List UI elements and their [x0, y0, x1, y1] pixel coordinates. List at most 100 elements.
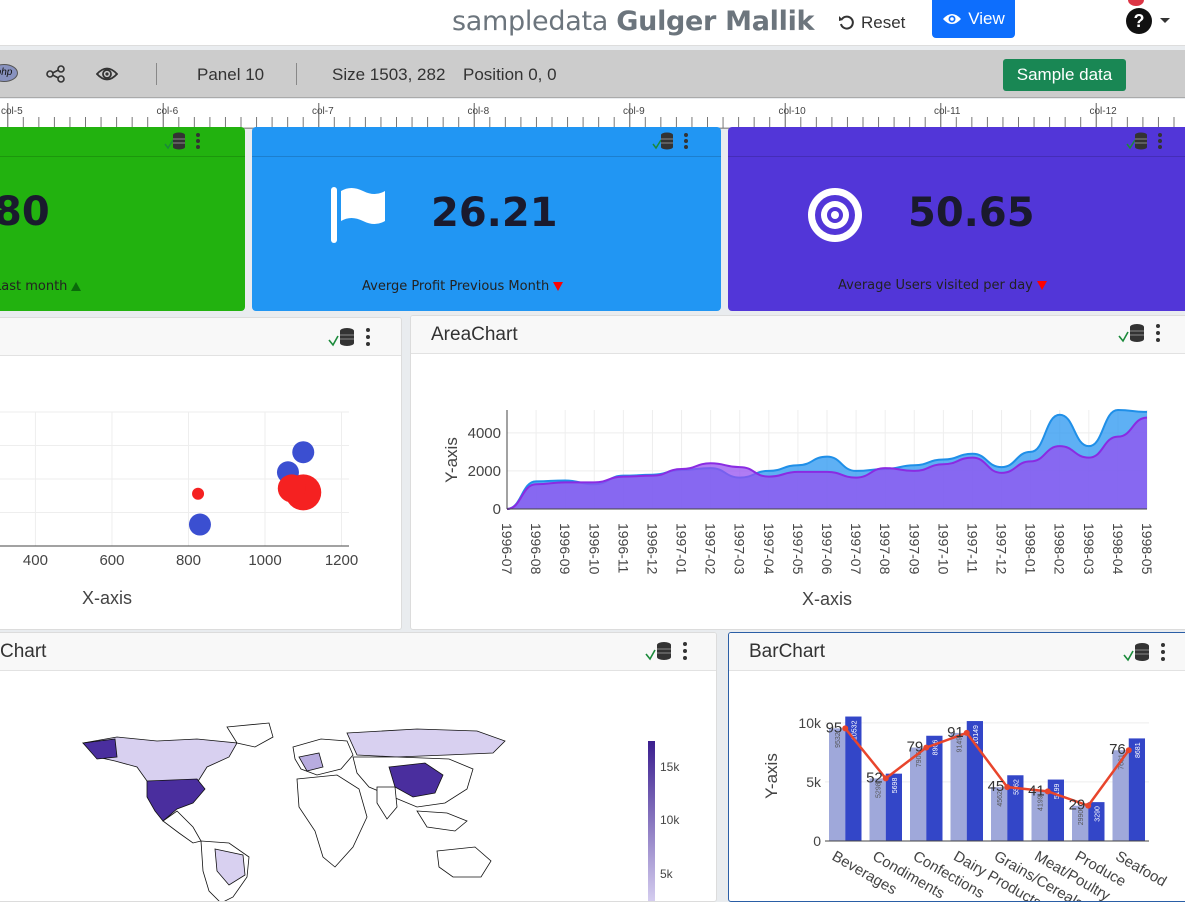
x-tick-label: 1997-02: [703, 523, 719, 575]
more-icon[interactable]: [1156, 324, 1160, 342]
database-icon[interactable]: [1126, 132, 1148, 150]
x-tick-label: 1996-10: [586, 523, 602, 575]
bar: [1128, 738, 1145, 841]
x-tick-label: 1996-12: [644, 523, 660, 575]
bar: [991, 787, 1008, 841]
bar-data-label: 4562: [997, 791, 1004, 807]
x-axis-title: X-axis: [82, 588, 132, 608]
x-tick-label: 1997-09: [906, 523, 922, 575]
kpi-value: 50.65: [908, 190, 1035, 236]
bar: [1088, 802, 1105, 841]
kpi-label-text: Averge Profit Previous Month: [362, 279, 550, 294]
bar: [885, 773, 902, 841]
x-tick-label: 1996-08: [528, 523, 544, 575]
map-region-western-europe: [298, 752, 324, 772]
map-region-se-asia: [416, 810, 468, 832]
reset-label: Reset: [861, 13, 906, 32]
kpi-value: 26.21: [431, 190, 558, 236]
x-tick-label: 1997-07: [848, 523, 864, 575]
line-point: [1125, 747, 1132, 754]
line-point: [963, 729, 970, 736]
sample-data-button[interactable]: Sample data: [1003, 59, 1126, 91]
map-chart-panel: Chart 15k 10k 5k: [0, 632, 717, 902]
more-icon[interactable]: [366, 328, 370, 346]
php-icon[interactable]: php: [0, 63, 18, 83]
line-point: [923, 744, 930, 751]
database-icon[interactable]: [328, 327, 356, 347]
trend-down-icon: [1036, 281, 1047, 290]
line-point: [842, 725, 849, 732]
toolbar-divider: [296, 63, 297, 85]
x-axis-title: X-axis: [802, 589, 852, 609]
database-icon[interactable]: [652, 132, 674, 150]
database-icon[interactable]: [164, 132, 186, 150]
x-tick-label: 1997-01: [674, 523, 690, 575]
share-icon[interactable]: [46, 64, 66, 84]
y-tick-label: 0: [493, 501, 501, 518]
scatter-point: [192, 487, 205, 500]
map-region-brazil: [214, 848, 246, 886]
trend-down-icon: [553, 282, 564, 291]
database-icon[interactable]: [1118, 323, 1146, 343]
more-icon[interactable]: [1161, 643, 1165, 661]
line-data-label: 41: [1028, 782, 1045, 799]
area-chart: 0 2000 4000 1996-07 1996-08 1996-09 1996-10 199…: [442, 408, 1155, 609]
eye-icon[interactable]: [96, 64, 118, 84]
x-tick-label: 1997-08: [877, 523, 893, 575]
y-axis-title: Y-axis: [442, 437, 461, 483]
kpi-label: Average Users visited per day: [838, 278, 1047, 293]
bar: [1112, 750, 1129, 841]
x-tick-label: 1200: [325, 552, 358, 569]
panel-actions: [328, 327, 370, 347]
y-tick-label: 0: [813, 833, 821, 849]
colorbar: [648, 741, 655, 901]
view-label: View: [968, 9, 1005, 28]
y-tick-label: 4000: [468, 425, 501, 442]
toolbar-divider: [156, 63, 157, 85]
reset-button[interactable]: Reset: [838, 9, 905, 37]
more-icon[interactable]: [1158, 133, 1162, 149]
view-button[interactable]: View: [932, 0, 1015, 38]
map-region-alaska: [82, 738, 118, 760]
more-icon[interactable]: [683, 642, 687, 660]
line-point: [1004, 784, 1011, 791]
x-tick-label: 1998-03: [1081, 523, 1097, 575]
line-point: [882, 775, 889, 782]
bar: [950, 732, 967, 841]
bar: [1031, 791, 1048, 841]
bar-data-label: 7681: [1119, 754, 1126, 770]
chevron-down-icon[interactable]: [1160, 18, 1170, 23]
x-tick-label: 1997-12: [994, 523, 1010, 575]
bar: [869, 778, 886, 841]
x-tick-label: 1996-11: [615, 523, 631, 574]
bar-data-label: 7906: [916, 751, 923, 767]
bar-chart-panel: BarChart 0 5k 10k 9532 10532 Beverages 5298 569…: [728, 632, 1185, 902]
x-tick-label: 800: [176, 552, 201, 569]
bar-data-label: 2990: [1078, 810, 1085, 826]
database-icon[interactable]: [645, 641, 673, 661]
line-point: [1085, 802, 1092, 809]
kpi-card-avg-profit: 26.21 Averge Profit Previous Month: [252, 127, 721, 311]
bar-data-label: 5298: [876, 782, 883, 798]
map-region-russia: [346, 728, 506, 758]
x-tick-label: 1996-07: [499, 523, 515, 575]
kpi-header: [0, 127, 245, 157]
more-icon[interactable]: [196, 133, 200, 149]
line-series: [844, 727, 1130, 808]
area-chart-panel: AreaChart 0 2000 4000 1996-07 1996-08 1996-09…: [410, 315, 1185, 630]
x-tick-label: 1998-05: [1139, 523, 1155, 575]
kpi-card-avg-users: 50.65 Average Users visited per day: [728, 127, 1185, 311]
kpi-card-last-month: 80 Last month: [0, 127, 245, 311]
scatter-chart-panel: 400 600 800 1000 1200 X-axis: [0, 317, 402, 630]
database-icon[interactable]: [1123, 642, 1151, 662]
ruler-label: col-11: [934, 106, 961, 117]
target-icon: [808, 188, 862, 242]
line-data-label: 52: [866, 769, 883, 786]
help-icon[interactable]: ?: [1126, 8, 1152, 34]
x-tick-label: 1000: [248, 552, 281, 569]
kpi-actions: [652, 132, 688, 150]
ruler-label: col-6: [157, 106, 179, 117]
more-icon[interactable]: [684, 133, 688, 149]
line-data-label: 95: [826, 719, 843, 736]
bar: [910, 747, 927, 841]
